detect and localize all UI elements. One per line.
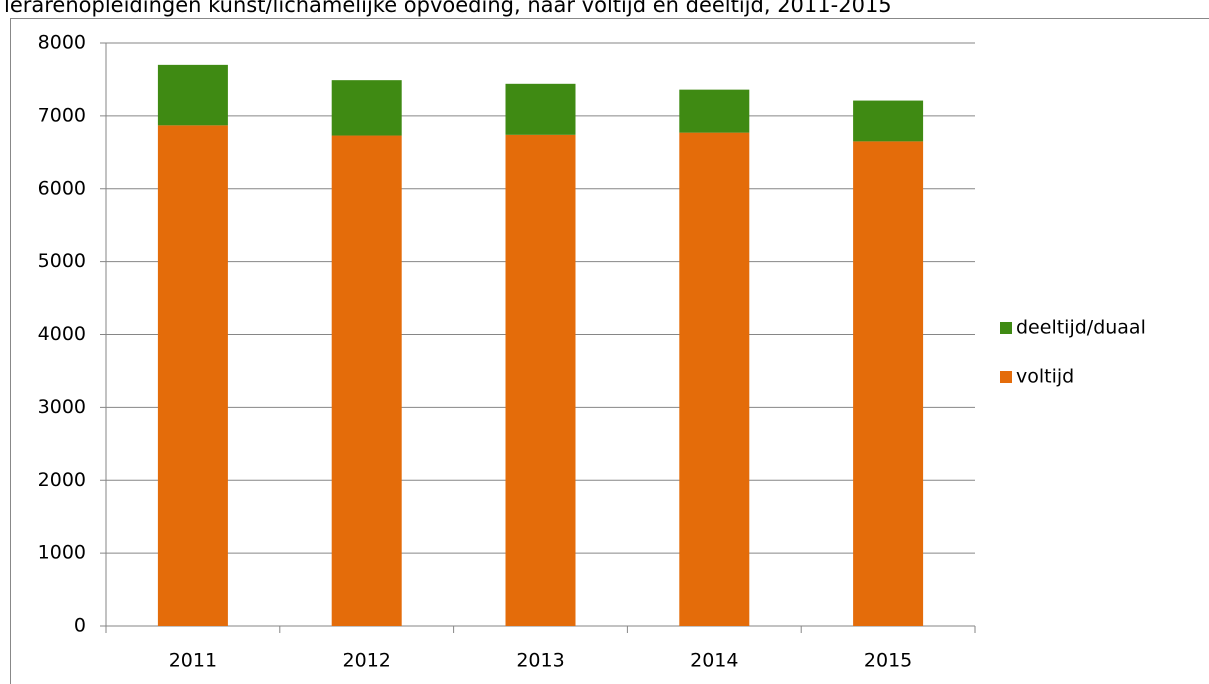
legend-label: voltijd — [1016, 366, 1074, 388]
chart-frame — [10, 18, 1209, 684]
bar-segment — [679, 89, 750, 133]
y-tick-label: 3000 — [38, 396, 86, 418]
legend-swatch — [1000, 322, 1012, 334]
bar-segment — [679, 132, 750, 627]
bar-segment — [157, 64, 228, 126]
x-tick-label: 2011 — [169, 650, 217, 672]
bar-segment — [157, 125, 228, 626]
x-tick-label: 2012 — [343, 650, 391, 672]
y-tick-label: 4000 — [38, 323, 86, 345]
x-tick-label: 2015 — [864, 650, 912, 672]
y-tick-label: 2000 — [38, 469, 86, 491]
y-tick-label: 1000 — [38, 542, 86, 564]
bar-segment — [853, 141, 924, 626]
bar-segment — [505, 83, 576, 135]
y-tick-label: 6000 — [38, 177, 86, 199]
y-tick-label: 7000 — [38, 104, 86, 126]
bar-segment — [331, 80, 402, 136]
x-tick-label: 2013 — [516, 650, 564, 672]
y-tick-label: 8000 — [38, 32, 86, 54]
x-tick-label: 2014 — [690, 650, 738, 672]
bar-segment — [853, 100, 924, 142]
y-tick-label: 0 — [74, 615, 86, 637]
legend-label: deeltijd/duaal — [1016, 317, 1146, 339]
y-tick-label: 5000 — [38, 250, 86, 272]
legend-swatch — [1000, 371, 1012, 383]
chart-title: lerarenopleidingen kunst/lichamelijke op… — [4, 0, 892, 17]
bar-segment — [331, 135, 402, 626]
bar-segment — [505, 134, 576, 626]
